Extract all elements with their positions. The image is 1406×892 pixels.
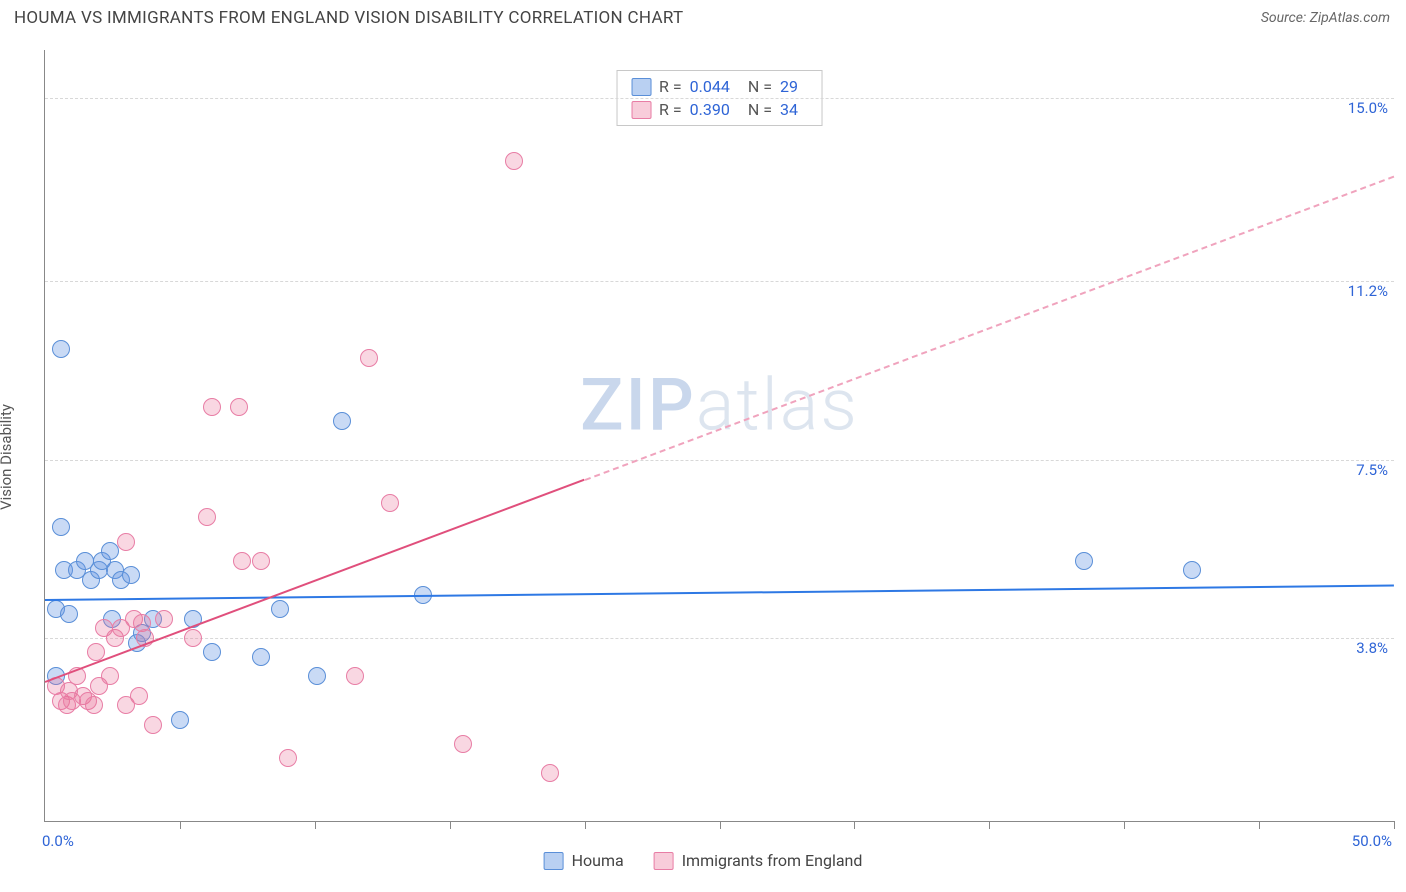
data-point [360,349,378,367]
x-min-label: 0.0% [42,832,74,850]
data-point [101,542,119,560]
stat-r-value: 0.390 [690,100,730,119]
data-point [85,696,103,714]
stat-n-value: 34 [780,100,798,119]
data-point [230,398,248,416]
x-max-label: 50.0% [1352,832,1392,850]
data-point [155,610,173,628]
y-tick-label: 3.8% [1356,639,1388,657]
stat-n-value: 29 [780,77,798,96]
x-tick [1259,821,1260,829]
x-tick [180,821,181,829]
data-point [308,667,326,685]
gridline [45,638,1394,639]
data-point [252,552,270,570]
swatch-pink-icon [631,101,651,119]
data-point [101,667,119,685]
gridline [45,460,1394,461]
data-point [252,648,270,666]
x-tick [585,821,586,829]
swatch-blue-icon [544,852,564,870]
stats-row-houma: R = 0.044 N = 29 [631,75,808,98]
data-point [198,508,216,526]
stat-n-label: N = [748,100,772,119]
data-point [203,398,221,416]
stat-n-label: N = [748,77,772,96]
data-point [333,412,351,430]
data-point [52,518,70,536]
stat-r-label: R = [659,77,682,96]
data-point [203,643,221,661]
chart-container: Vision Disability ZIPatlas R = 0.044 N =… [0,32,1406,882]
data-point [346,667,364,685]
x-tick [450,821,451,829]
source-label: Source: ZipAtlas.com [1261,10,1390,26]
series-legend: Houma Immigrants from England [544,851,863,870]
data-point [171,711,189,729]
legend-item-england: Immigrants from England [654,851,863,870]
data-point [122,566,140,584]
data-point [184,629,202,647]
data-point [1183,561,1201,579]
data-point [130,687,148,705]
data-point [271,600,289,618]
trend-line [45,585,1394,601]
data-point [233,552,251,570]
y-tick-label: 11.2% [1348,282,1388,300]
data-point [541,764,559,782]
data-point [1075,552,1093,570]
data-point [117,533,135,551]
y-tick-label: 7.5% [1356,461,1388,479]
data-point [279,749,297,767]
gridline [45,281,1394,282]
data-point [381,494,399,512]
data-point [60,605,78,623]
stats-row-england: R = 0.390 N = 34 [631,98,808,121]
trend-line [584,175,1394,480]
data-point [144,716,162,734]
x-tick [854,821,855,829]
legend-label: Houma [572,851,624,870]
swatch-pink-icon [654,852,674,870]
x-tick [989,821,990,829]
data-point [505,152,523,170]
x-tick [1394,821,1395,829]
y-axis-label: Vision Disability [0,404,15,510]
y-tick-label: 15.0% [1348,99,1388,117]
x-tick [315,821,316,829]
stat-r-value: 0.044 [690,77,730,96]
plot-area: ZIPatlas R = 0.044 N = 29 R = 0.390 N = … [44,50,1394,822]
legend-label: Immigrants from England [682,851,863,870]
x-tick [1124,821,1125,829]
x-tick [720,821,721,829]
swatch-blue-icon [631,78,651,96]
legend-item-houma: Houma [544,851,624,870]
stat-r-label: R = [659,100,682,119]
chart-title: HOUMA VS IMMIGRANTS FROM ENGLAND VISION … [14,8,683,28]
gridline [45,98,1394,99]
data-point [454,735,472,753]
watermark: ZIPatlas [580,362,859,447]
data-point [52,340,70,358]
